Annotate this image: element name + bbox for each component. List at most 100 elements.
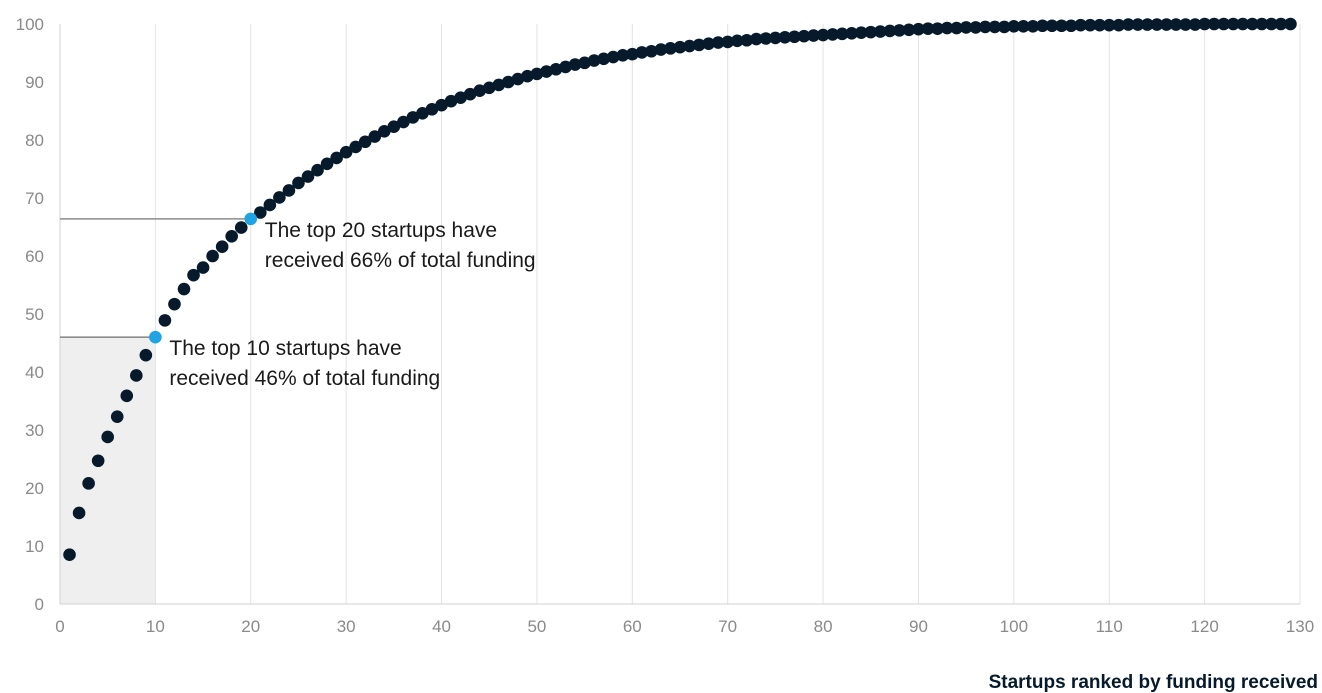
- data-point: [206, 249, 219, 263]
- data-point: [1093, 18, 1106, 32]
- data-point: [502, 75, 515, 89]
- data-point: [921, 22, 935, 35]
- y-tick-label: 10: [25, 537, 44, 556]
- data-point: [1217, 17, 1230, 31]
- data-point: [816, 28, 830, 42]
- data-point: [101, 430, 114, 444]
- data-point: [196, 261, 210, 274]
- data-point: [72, 506, 86, 520]
- annotation-text: The top 10 startups have: [169, 337, 401, 360]
- data-point: [425, 102, 439, 116]
- data-point: [711, 36, 725, 49]
- data-point: [273, 191, 286, 204]
- data-point: [654, 43, 668, 56]
- data-point: [339, 145, 353, 159]
- data-point: [578, 56, 591, 70]
- data-point: [349, 140, 362, 154]
- data-point: [1236, 17, 1250, 31]
- data-point: [778, 31, 792, 44]
- data-point: [883, 24, 897, 38]
- x-tick-label: 50: [527, 617, 546, 636]
- x-axis-title: Startups ranked by funding received: [989, 672, 1318, 693]
- data-point: [406, 111, 420, 124]
- data-point: [1045, 19, 1059, 33]
- x-tick-label: 100: [1000, 617, 1028, 636]
- data-point: [950, 21, 963, 35]
- data-point: [1026, 20, 1040, 33]
- y-tick-label: 90: [25, 73, 44, 92]
- data-point: [1131, 18, 1145, 31]
- data-point: [130, 369, 143, 382]
- data-point: [826, 28, 839, 41]
- data-point: [1083, 18, 1097, 32]
- x-tick-label: 20: [241, 617, 260, 636]
- data-point: [311, 163, 324, 177]
- data-point: [1017, 20, 1030, 33]
- data-point: [1274, 17, 1288, 31]
- data-point: [225, 229, 238, 243]
- x-tick-label: 40: [432, 617, 451, 636]
- data-point: [1036, 19, 1049, 33]
- data-point: [177, 282, 191, 296]
- y-tick-label: 60: [25, 247, 44, 266]
- data-point: [82, 477, 95, 490]
- data-point: [549, 62, 563, 76]
- data-point: [63, 548, 76, 561]
- data-point: [492, 78, 506, 92]
- data-point: [1169, 18, 1183, 31]
- data-point: [511, 72, 525, 86]
- data-point: [120, 389, 134, 403]
- y-tick-label: 30: [25, 421, 44, 440]
- data-point: [1007, 20, 1021, 33]
- data-point: [864, 25, 878, 39]
- annotation-text: received 46% of total funding: [169, 367, 440, 390]
- data-point: [645, 44, 658, 58]
- x-tick-label: 30: [337, 617, 356, 636]
- data-point: [110, 410, 124, 423]
- data-point: [320, 157, 334, 171]
- data-point: [683, 39, 696, 53]
- x-tick-label: 90: [909, 617, 928, 636]
- data-point: [940, 21, 954, 35]
- data-point: [301, 170, 315, 183]
- x-tick-label: 120: [1190, 617, 1218, 636]
- annotation-text: received 66% of total funding: [265, 249, 536, 272]
- data-point: [168, 297, 181, 311]
- data-point: [874, 25, 887, 38]
- data-point: [378, 125, 391, 138]
- data-point: [1255, 17, 1269, 31]
- data-point: [330, 151, 343, 165]
- data-point: [482, 81, 496, 95]
- data-point: [1122, 18, 1135, 31]
- y-tick-label: 0: [35, 595, 44, 614]
- data-point: [587, 54, 601, 67]
- data-point: [845, 26, 858, 40]
- data-point: [931, 22, 944, 35]
- x-tick-label: 110: [1096, 617, 1123, 636]
- data-point: [769, 31, 782, 45]
- data-point: [750, 32, 763, 46]
- data-point: [263, 198, 277, 212]
- data-point: [1150, 18, 1164, 31]
- data-point: [358, 135, 372, 149]
- data-point: [730, 34, 744, 48]
- data-point: [626, 47, 639, 61]
- data-point: [1226, 17, 1240, 31]
- data-point: [606, 50, 620, 64]
- x-tick-label: 70: [718, 617, 737, 636]
- data-point: [1179, 18, 1192, 31]
- data-point: [1265, 17, 1278, 31]
- highlight-point: [149, 330, 162, 344]
- data-point: [664, 42, 677, 55]
- data-point: [282, 184, 296, 197]
- data-point: [254, 206, 267, 219]
- y-tick-label: 50: [25, 305, 44, 324]
- data-point: [416, 107, 429, 120]
- data-point: [473, 84, 486, 97]
- data-point: [1284, 17, 1297, 31]
- annotation-text: The top 20 startups have: [265, 219, 497, 242]
- highlight-point: [244, 212, 258, 226]
- x-tick-label: 130: [1286, 617, 1314, 636]
- data-point: [759, 32, 773, 45]
